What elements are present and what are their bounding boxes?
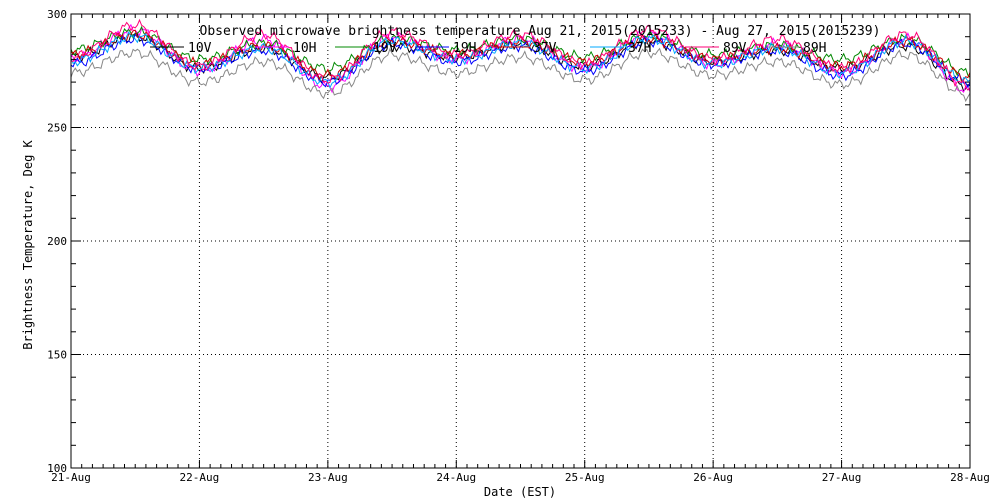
series-lines xyxy=(70,18,971,103)
x-tick-label: 27-Aug xyxy=(822,471,862,484)
series-line-19h xyxy=(70,33,971,89)
tick-labels: 21-Aug 22-Aug 23-Aug 24-Aug 25-Aug 26-Aug 27-A… xyxy=(47,8,990,484)
legend-label: 37V xyxy=(533,41,557,56)
legend-label: 10V xyxy=(188,41,212,56)
y-tick-label: 150 xyxy=(47,349,67,362)
y-tick-label: 300 xyxy=(47,8,67,21)
chart-title: Observed microwave brightness temperatur… xyxy=(200,24,881,39)
x-tick-label: 21-Aug xyxy=(51,471,91,484)
series-line-89h xyxy=(70,47,971,103)
x-tick-label: 26-Aug xyxy=(693,471,733,484)
legend: 10V 10H 19V 19H 37V 37H 89V 89H xyxy=(150,41,826,56)
x-tick-label: 23-Aug xyxy=(308,471,348,484)
legend-label: 89H xyxy=(803,41,826,56)
x-axis-label: Date (EST) xyxy=(484,485,556,499)
legend-label: 37H xyxy=(628,41,651,56)
y-axis-label: Brightness Temperature, Deg K xyxy=(21,139,35,349)
series-line-10v xyxy=(70,32,971,92)
x-tick-label: 22-Aug xyxy=(180,471,220,484)
x-tick-label: 28-Aug xyxy=(950,471,990,484)
legend-label: 19V xyxy=(373,41,397,56)
y-tick-label: 200 xyxy=(47,235,67,248)
legend-label: 89V xyxy=(723,41,747,56)
legend-label: 10H xyxy=(293,41,316,56)
series-line-37v xyxy=(70,29,971,82)
x-tick-label: 24-Aug xyxy=(436,471,476,484)
series-line-89v xyxy=(70,18,971,91)
y-tick-label: 100 xyxy=(47,462,67,475)
legend-label: 19H xyxy=(453,41,476,56)
x-tick-label: 25-Aug xyxy=(565,471,605,484)
axis-ticks xyxy=(70,13,971,469)
y-tick-label: 250 xyxy=(47,122,67,135)
